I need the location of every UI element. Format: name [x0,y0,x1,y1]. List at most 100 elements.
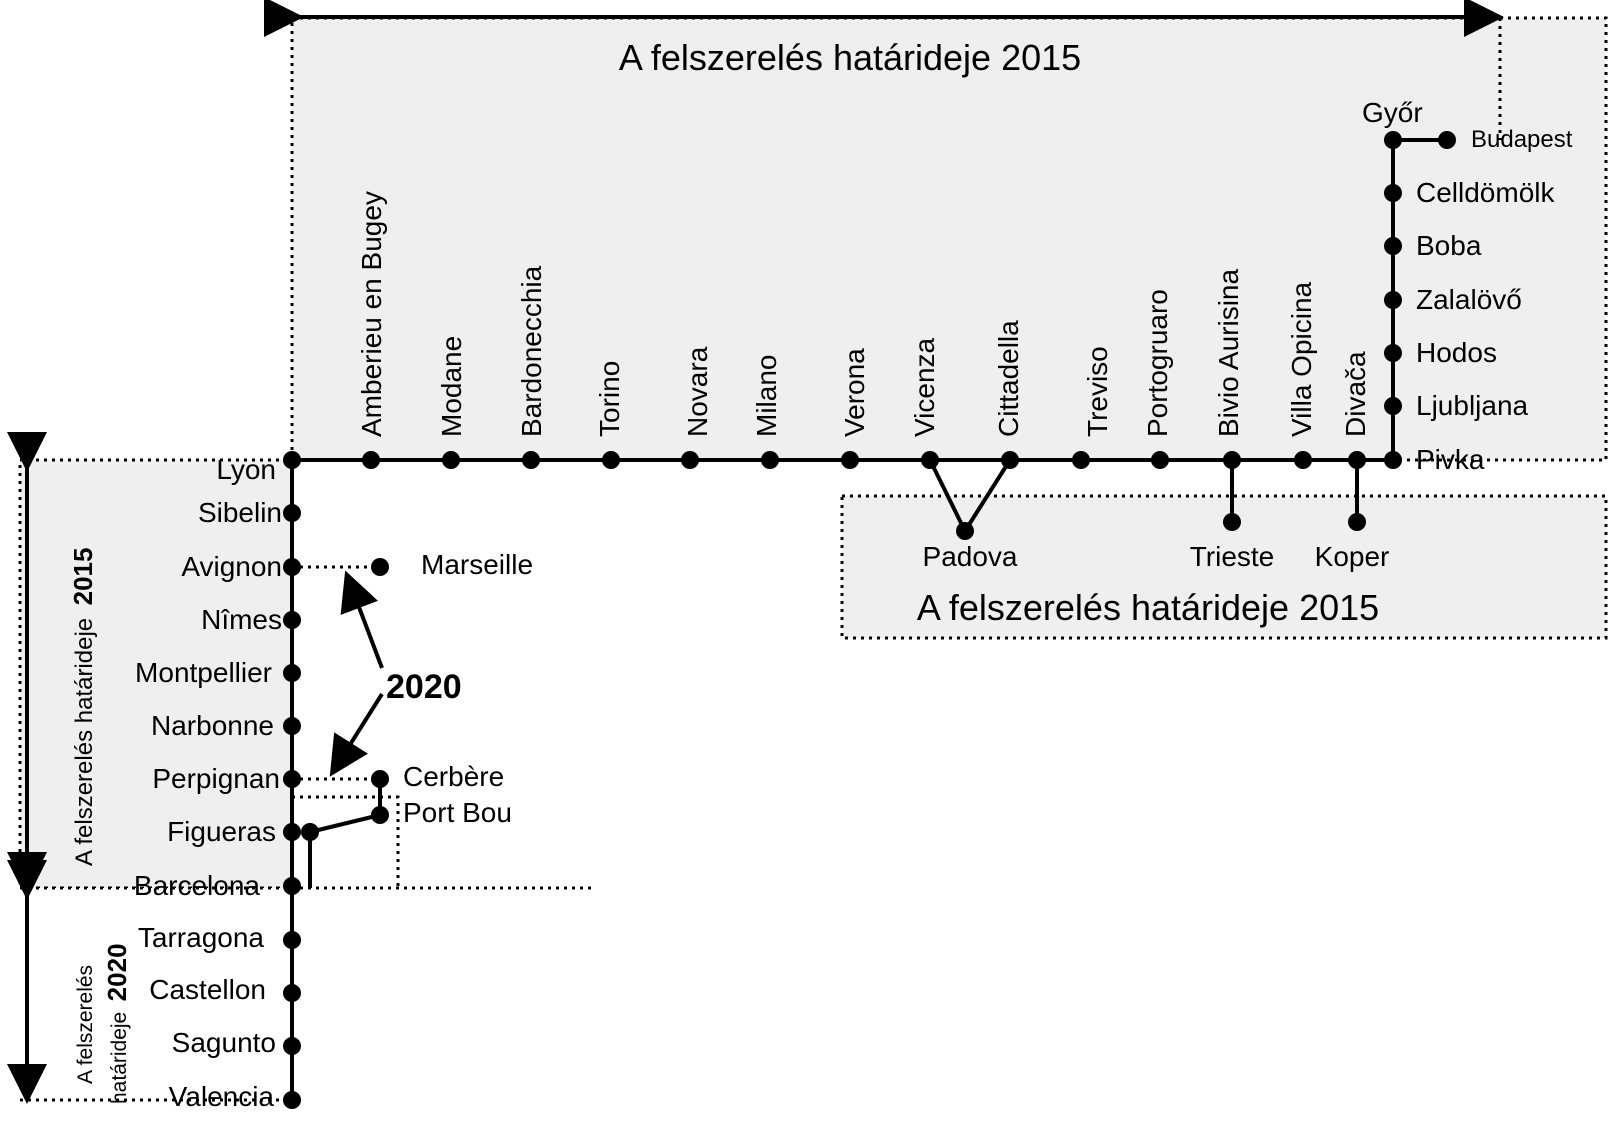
station-dot [1384,291,1402,309]
top-stations: Amberieu en Bugey Modane Bardonecchia To… [356,191,1371,469]
station-label: Budapest [1471,126,1573,153]
station-label: Divača [1340,351,1371,437]
station-label: Modane [436,336,467,437]
marker-2020: 2020 [386,668,462,706]
station-dot [442,451,460,469]
station-label: Cerbère [403,761,504,792]
station-dot [602,451,620,469]
station-label: Valencia [169,1081,275,1112]
station-label: Treviso [1082,346,1113,437]
station-label: Sibelin [198,497,282,528]
station-dot [921,451,939,469]
station-label: Sagunto [172,1027,276,1058]
station-dot [283,611,301,629]
station-dot [301,823,319,841]
station-dot [283,1037,301,1055]
station-label: Trieste [1190,541,1275,572]
station-dot [283,664,301,682]
station-dot [283,984,301,1002]
station-dot [283,717,301,735]
station-dot [956,522,974,540]
station-label: Tarragona [138,922,265,953]
left-upper-label-text: A felszerelés határideje [71,618,98,866]
station-dot [283,931,301,949]
left-upper-zone-label: A felszerelés határideje 2015 [68,548,98,866]
station-dot [1151,451,1169,469]
station-label: Port Bou [403,797,512,828]
station-dot [1438,131,1456,149]
station-label: Bivio Aurisina [1213,268,1244,437]
station-label: Vicenza [909,337,940,437]
station-label: Győr [1362,97,1423,128]
pointer-arrow-perpignan [329,692,384,777]
station-dot [283,451,301,469]
station-dot [1223,513,1241,531]
station-label: Ljubljana [1416,390,1529,421]
station-label: Castellon [149,974,266,1005]
left-lower-year: 2020 [102,943,132,1001]
figueras-bypass [308,813,381,888]
station-label: Portogruaro [1142,289,1173,437]
side-stations: Marseille Cerbère Port Bou [371,549,533,828]
station-label: Koper [1315,541,1390,572]
station-label: Padova [923,541,1018,572]
station-dot [1384,451,1402,469]
zone-2015-top [290,16,1608,462]
station-dot [371,806,389,824]
station-label: Narbonne [151,710,274,741]
left-upper-year: 2015 [68,548,98,606]
station-dot [1384,131,1402,149]
station-dot [1294,451,1312,469]
station-label: Cittadella [993,320,1024,437]
station-dot [522,451,540,469]
pointer-arrow-marseille [340,570,384,669]
station-label: Amberieu en Bugey [356,191,387,437]
station-dot [283,770,301,788]
station-label: Marseille [421,549,533,580]
station-dot [1348,513,1366,531]
station-dot [283,823,301,841]
station-dot [1348,451,1366,469]
station-label: Pivka [1416,444,1485,475]
station-label: Barcelona [134,870,261,901]
station-dot [283,877,301,895]
station-dot [371,770,389,788]
station-dot [1223,451,1241,469]
station-label: Bardonecchia [516,265,547,437]
station-dot [1384,237,1402,255]
station-label: Lyon [216,454,276,485]
figueras-box [292,795,400,888]
station-label: Verona [839,348,870,437]
station-label: Perpignan [152,763,280,794]
station-dot [283,558,301,576]
station-dot [681,451,699,469]
left-lower-label-text: határideje [108,1012,131,1104]
station-dot [1072,451,1090,469]
station-label: Zalalövő [1416,284,1522,315]
station-label: Avignon [181,551,282,582]
station-dot [761,451,779,469]
station-dot [1384,397,1402,415]
station-label: Montpellier [135,657,272,688]
station-dot [1001,451,1019,469]
station-dot [1384,184,1402,202]
italy-zone-title: A felszerelés határideje 2015 [917,587,1379,628]
top-zone-title: A felszerelés határideje 2015 [619,37,1081,78]
station-label: Figueras [167,816,276,847]
station-label: Torino [594,361,625,437]
station-label: Nîmes [201,604,282,635]
france-spain-stations: Lyon Sibelin Avignon Nîmes Montpellier N… [134,451,319,1112]
station-dot [841,451,859,469]
station-dot [1384,344,1402,362]
hungary-stations: Győr Budapest Celldömölk Boba Zalalövő H… [1362,97,1573,475]
left-lower-zone-label-2: határideje 2020 [102,943,132,1104]
left-lower-zone-label-1: A felszerelés [74,965,97,1084]
branch-stations: Padova Trieste Koper [923,513,1390,572]
station-label: Celldömölk [1416,177,1555,208]
station-label: Novara [682,346,713,437]
station-dot [362,451,380,469]
station-dot [283,1091,301,1109]
station-dot [371,558,389,576]
station-label: Milano [751,355,782,437]
